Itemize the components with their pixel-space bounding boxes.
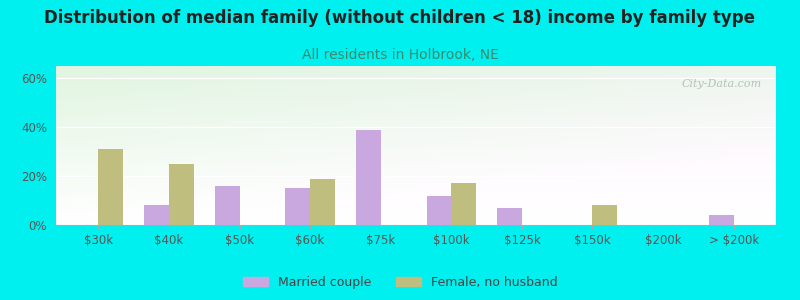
Bar bbox=[356, 130, 381, 225]
Bar bbox=[426, 196, 451, 225]
Bar bbox=[215, 186, 239, 225]
Bar bbox=[451, 183, 476, 225]
Bar bbox=[497, 208, 522, 225]
Text: All residents in Holbrook, NE: All residents in Holbrook, NE bbox=[302, 48, 498, 62]
Bar bbox=[310, 178, 335, 225]
Bar bbox=[593, 206, 617, 225]
Bar bbox=[169, 164, 194, 225]
Text: City-Data.com: City-Data.com bbox=[682, 79, 762, 89]
Bar bbox=[144, 206, 169, 225]
Bar bbox=[709, 215, 734, 225]
Legend: Married couple, Female, no husband: Married couple, Female, no husband bbox=[238, 271, 562, 294]
Bar bbox=[286, 188, 310, 225]
Text: Distribution of median family (without children < 18) income by family type: Distribution of median family (without c… bbox=[45, 9, 755, 27]
Bar bbox=[98, 149, 123, 225]
